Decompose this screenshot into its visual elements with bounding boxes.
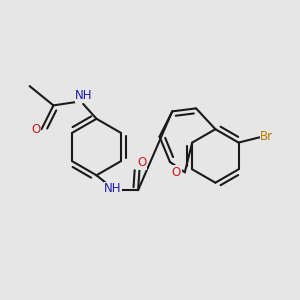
Text: O: O [137,156,147,169]
Text: Br: Br [260,130,273,142]
Text: O: O [31,123,40,136]
Text: NH: NH [75,89,93,102]
Text: NH: NH [104,182,122,195]
Text: O: O [172,166,181,179]
